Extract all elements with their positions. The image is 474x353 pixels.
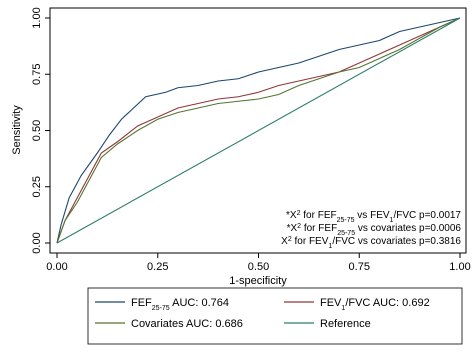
text-part: /FVC p=0.0017 (393, 210, 461, 221)
text-part: vs FEV (355, 210, 390, 221)
text-part: for FEV (292, 236, 329, 247)
roc-curve (56, 17, 461, 244)
text-part: Reference (320, 318, 371, 330)
text-part: 2 (297, 210, 301, 217)
roc-curve (56, 17, 461, 244)
annotation: *X2 for FEF25-75 vs FEV1/FVC p=0.0017 (286, 210, 461, 224)
y-tick-label: 0.50 (31, 120, 43, 141)
text-part: *X (286, 210, 297, 221)
annotation: *X2 for FEF25-75 vs covariates p=0.0006 (287, 223, 462, 237)
text-part: FEF (131, 297, 152, 309)
text-part: /FVC vs covariates p=0.3816 (332, 236, 461, 247)
legend-box (87, 287, 463, 345)
text-part: Covariates AUC: 0.686 (131, 318, 243, 330)
x-tick-label: 0.00 (46, 261, 67, 273)
roc-curve (56, 17, 461, 244)
text-part: for FEF (301, 210, 337, 221)
text-part: 1 (341, 305, 345, 312)
text-part: vs covariates p=0.0006 (355, 223, 461, 234)
text-part: 25-75 (337, 230, 355, 237)
text-part: 25-75 (152, 305, 170, 312)
x-tick-label: 0.25 (147, 261, 168, 273)
text-part: 2 (297, 223, 301, 230)
text-part: 25-75 (337, 217, 355, 224)
y-axis-label: Sensitivity (11, 105, 23, 155)
text-part: X (281, 236, 288, 247)
legend-label: Covariates AUC: 0.686 (131, 318, 243, 330)
legend-label: FEV1/FVC AUC: 0.692 (320, 297, 430, 312)
y-tick-label: 1.00 (31, 7, 43, 28)
roc-curve (56, 17, 461, 244)
x-axis-label: 1-specificity (229, 275, 287, 287)
legend-label: Reference (320, 318, 371, 330)
text-part: 1 (390, 217, 394, 224)
y-tick-label: 0.00 (31, 232, 43, 253)
text-part: FEV (320, 297, 342, 309)
text-part: 2 (288, 236, 292, 243)
y-tick-label: 0.25 (31, 176, 43, 197)
text-part: 1 (328, 243, 332, 250)
legend-label: FEF25-75 AUC: 0.764 (131, 297, 229, 312)
x-tick-label: 0.75 (349, 261, 370, 273)
text-part: for FEF (301, 223, 337, 234)
text-part: /FVC AUC: 0.692 (345, 297, 429, 309)
y-tick-label: 0.75 (31, 64, 43, 85)
text-part: AUC: 0.764 (170, 297, 229, 309)
annotation: X2 for FEV1/FVC vs covariates p=0.3816 (281, 236, 461, 250)
text-part: *X (287, 223, 298, 234)
x-tick-label: 0.50 (248, 261, 269, 273)
x-tick-label: 1.00 (449, 261, 470, 273)
